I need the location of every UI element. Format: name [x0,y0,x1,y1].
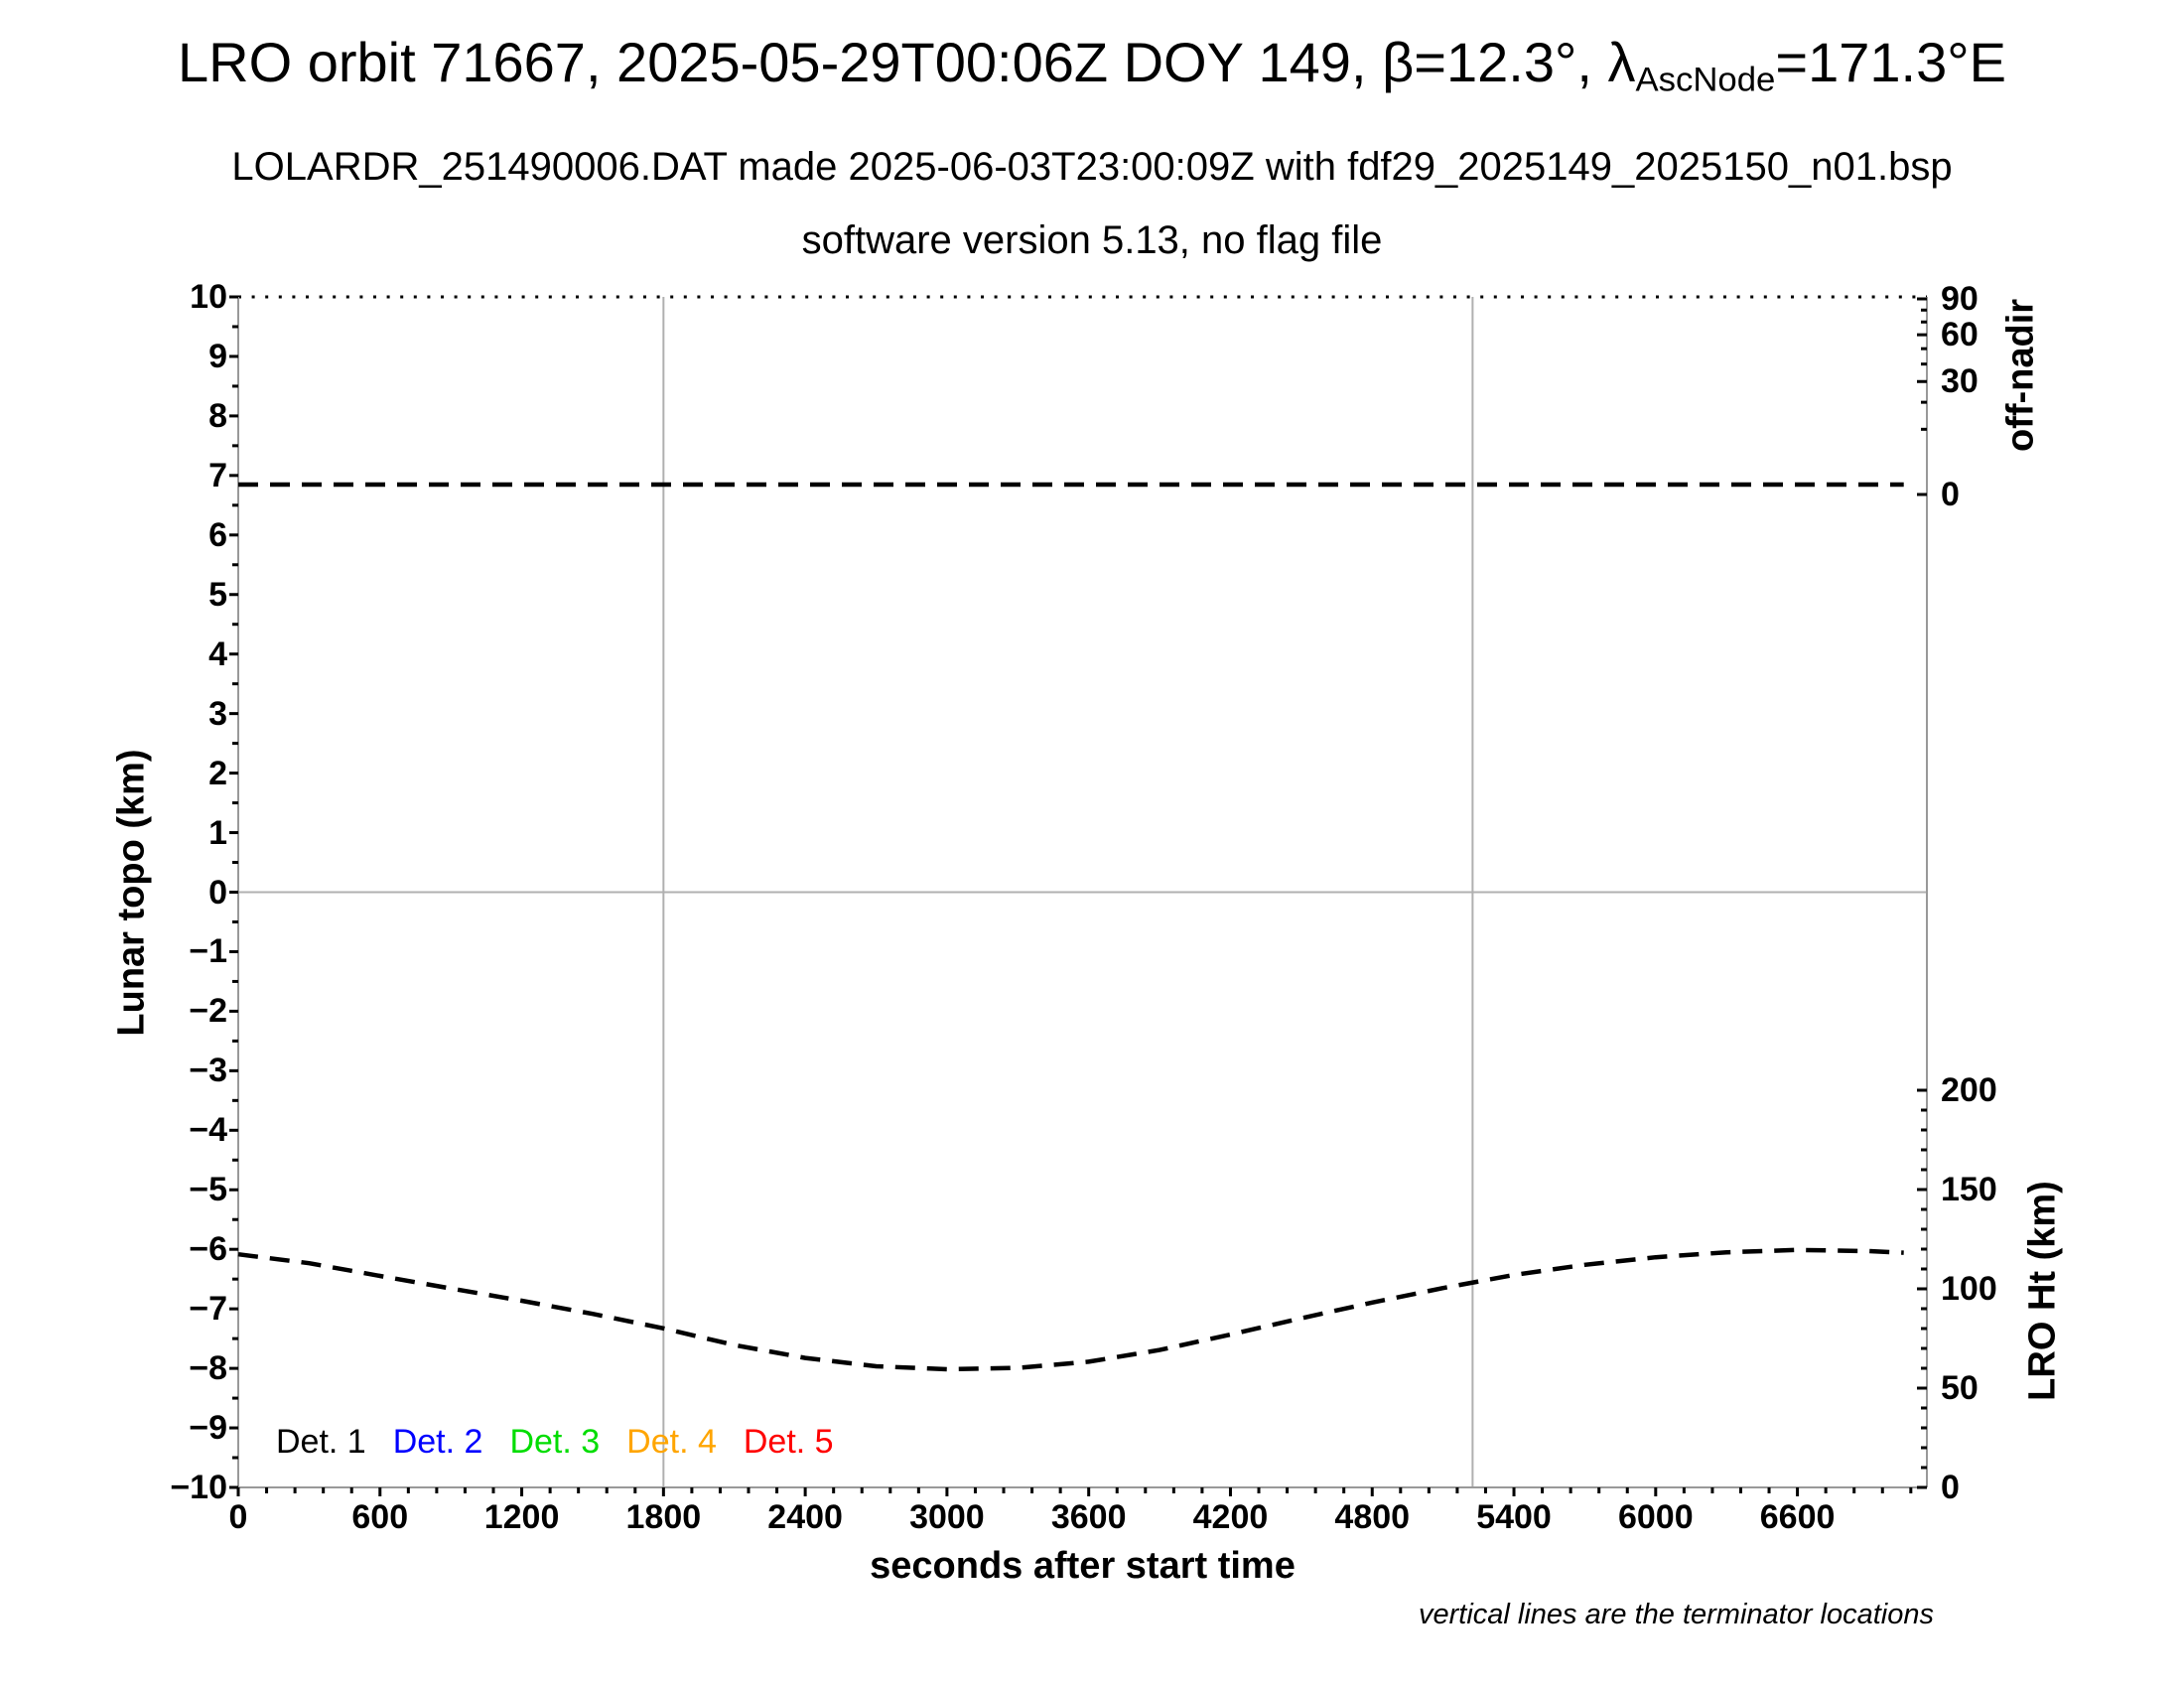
y-left-tick-label: 1 [208,813,227,852]
terminator-footnote: vertical lines are the terminator locati… [1418,1599,1934,1630]
y-axis-lro-ht-title: LRO Ht (km) [2021,1181,2064,1401]
y-left-tick-label: 10 [190,278,227,316]
x-tick-label: 4800 [1334,1498,1411,1536]
page-title: LRO orbit 71667, 2025-05-29T00:06Z DOY 1… [0,30,2184,100]
off-nadir-tick-label: 30 [1941,362,1979,401]
y-left-tick-label: −8 [189,1349,227,1388]
y-axis-off-nadir-title: off-nadir [1999,298,2042,453]
y-left-tick-label: −5 [189,1171,227,1209]
y-left-tick-label: 3 [208,694,227,733]
x-tick-label: 3000 [909,1498,985,1536]
x-tick-label: 5400 [1476,1498,1552,1536]
x-tick-label: 6000 [1617,1498,1694,1536]
title-suffix: =171.3°E [1775,31,2006,93]
lro-height-curve [237,1247,1904,1372]
lro-ht-tick-label: 100 [1941,1270,1997,1308]
y-left-tick-label: −4 [189,1111,227,1150]
x-tick-label: 3600 [1050,1498,1127,1536]
y-left-tick-label: 7 [208,456,227,494]
lro-ht-tick-label: 50 [1941,1369,1979,1407]
y-left-tick-label: −9 [189,1409,227,1448]
off-nadir-tick-label: 60 [1941,316,1979,354]
y-left-tick-label: −10 [170,1469,227,1506]
legend-item-det-3: Det. 3 [509,1423,601,1461]
y-left-tick-label: −2 [189,992,227,1031]
legend-item-det-2: Det. 2 [392,1423,483,1461]
subtitle-filename-line: LOLARDR_251490006.DAT made 2025-06-03T23… [231,145,1953,189]
off-nadir-tick-label: 90 [1941,280,1979,318]
x-tick-label: 2400 [767,1498,843,1536]
title-lambda-subscript: AscNode [1635,61,1776,99]
x-axis-title: seconds after start time [870,1545,1296,1587]
legend-item-det-5: Det. 5 [743,1423,834,1461]
x-tick-label: 0 [228,1498,248,1536]
lro-ht-tick-label: 200 [1941,1071,1997,1109]
y-left-tick-label: −7 [189,1290,227,1329]
detector-legend: Det. 1 Det. 2 Det. 3 Det. 4 Det. 5 [276,1422,834,1462]
lro-ht-tick-label: 150 [1941,1171,1997,1208]
title-prefix: LRO orbit 71667, 2025-05-29T00:06Z DOY 1… [178,31,1636,93]
legend-item-det-4: Det. 4 [626,1423,717,1461]
y-left-tick-label: −3 [189,1052,227,1090]
y-left-tick-label: 9 [208,337,227,375]
y-left-tick-label: 5 [208,575,227,614]
y-left-tick-label: 4 [208,634,227,673]
y-left-tick-label: −1 [189,932,227,971]
off-nadir-tick-label: 0 [1941,476,1960,513]
y-left-tick-label: 2 [208,754,227,792]
lro-ht-tick-label: 0 [1941,1469,1960,1506]
y-left-tick-label: 0 [208,873,227,912]
x-tick-label: 1200 [483,1498,560,1536]
x-tick-label: 6600 [1759,1498,1836,1536]
x-tick-label: 4200 [1192,1498,1269,1536]
y-left-tick-label: −6 [189,1230,227,1269]
x-tick-label: 600 [351,1498,409,1536]
subtitle-software-line: software version 5.13, no flag file [801,218,1383,262]
legend-item-det-1: Det. 1 [276,1423,366,1461]
y-left-tick-label: 6 [208,515,227,554]
y-left-tick-label: 8 [208,396,227,435]
x-tick-label: 1800 [625,1498,702,1536]
